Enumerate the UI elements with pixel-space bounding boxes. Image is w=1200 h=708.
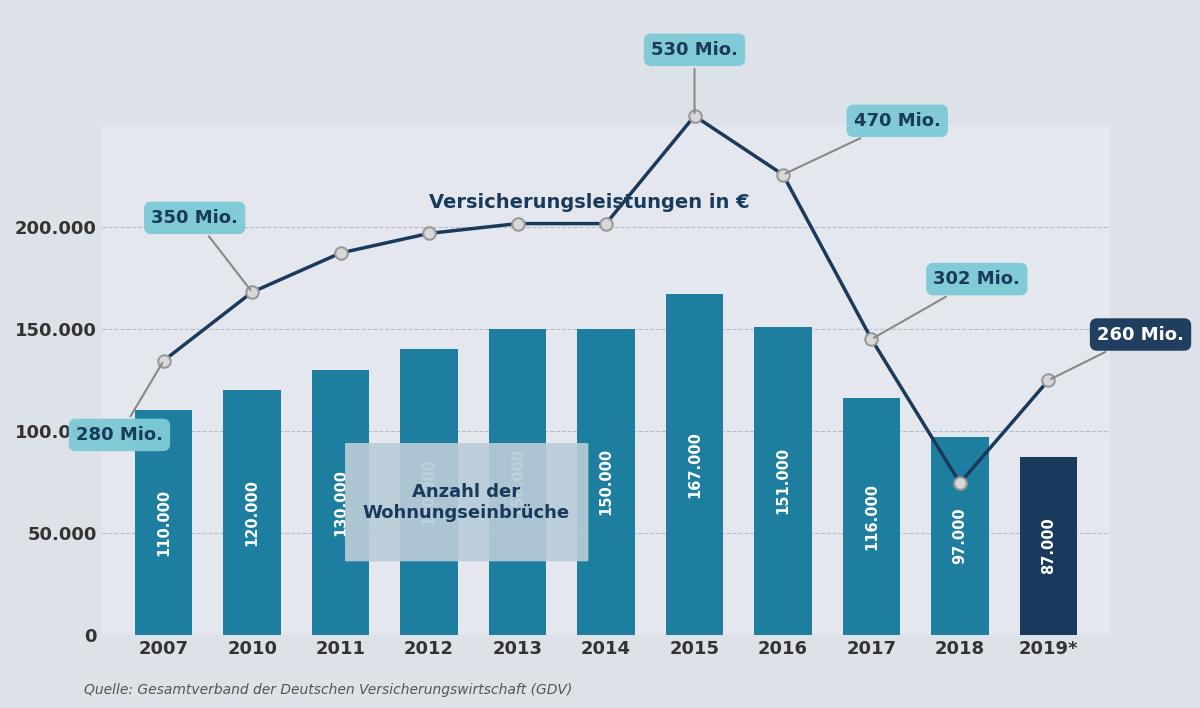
Text: 167.000: 167.000 <box>688 431 702 498</box>
FancyBboxPatch shape <box>346 443 588 561</box>
Text: 120.000: 120.000 <box>245 479 259 546</box>
Text: 110.000: 110.000 <box>156 489 172 556</box>
Text: Anzahl der
Wohnungseinbrüche: Anzahl der Wohnungseinbrüche <box>362 483 570 522</box>
Text: 150.000: 150.000 <box>599 448 613 515</box>
Text: Quelle: Gesamtverband der Deutschen Versicherungswirtschaft (GDV): Quelle: Gesamtverband der Deutschen Vers… <box>84 683 572 697</box>
Text: 87.000: 87.000 <box>1040 518 1056 574</box>
Text: 350 Mio.: 350 Mio. <box>151 209 251 290</box>
Text: 130.000: 130.000 <box>334 469 348 536</box>
Bar <box>312 370 370 635</box>
Bar <box>577 329 635 635</box>
Bar <box>223 390 281 635</box>
Text: Versicherungsleistungen in €: Versicherungsleistungen in € <box>430 193 750 212</box>
Text: 470 Mio.: 470 Mio. <box>786 112 941 173</box>
Text: 97.000: 97.000 <box>953 508 967 564</box>
Bar <box>401 349 458 635</box>
Bar <box>842 398 900 635</box>
Text: 280 Mio.: 280 Mio. <box>76 363 163 444</box>
Bar <box>931 437 989 635</box>
Text: 302 Mio.: 302 Mio. <box>874 270 1020 338</box>
Text: 116.000: 116.000 <box>864 483 878 550</box>
Bar <box>1020 457 1078 635</box>
Bar <box>488 329 546 635</box>
Text: 150.000: 150.000 <box>510 448 526 515</box>
Text: 260 Mio.: 260 Mio. <box>1051 326 1184 379</box>
Bar <box>134 411 192 635</box>
Bar <box>666 294 724 635</box>
Text: 530 Mio.: 530 Mio. <box>652 41 738 113</box>
Bar <box>755 327 811 635</box>
Text: 140.000: 140.000 <box>421 459 437 525</box>
Text: 151.000: 151.000 <box>775 447 791 514</box>
